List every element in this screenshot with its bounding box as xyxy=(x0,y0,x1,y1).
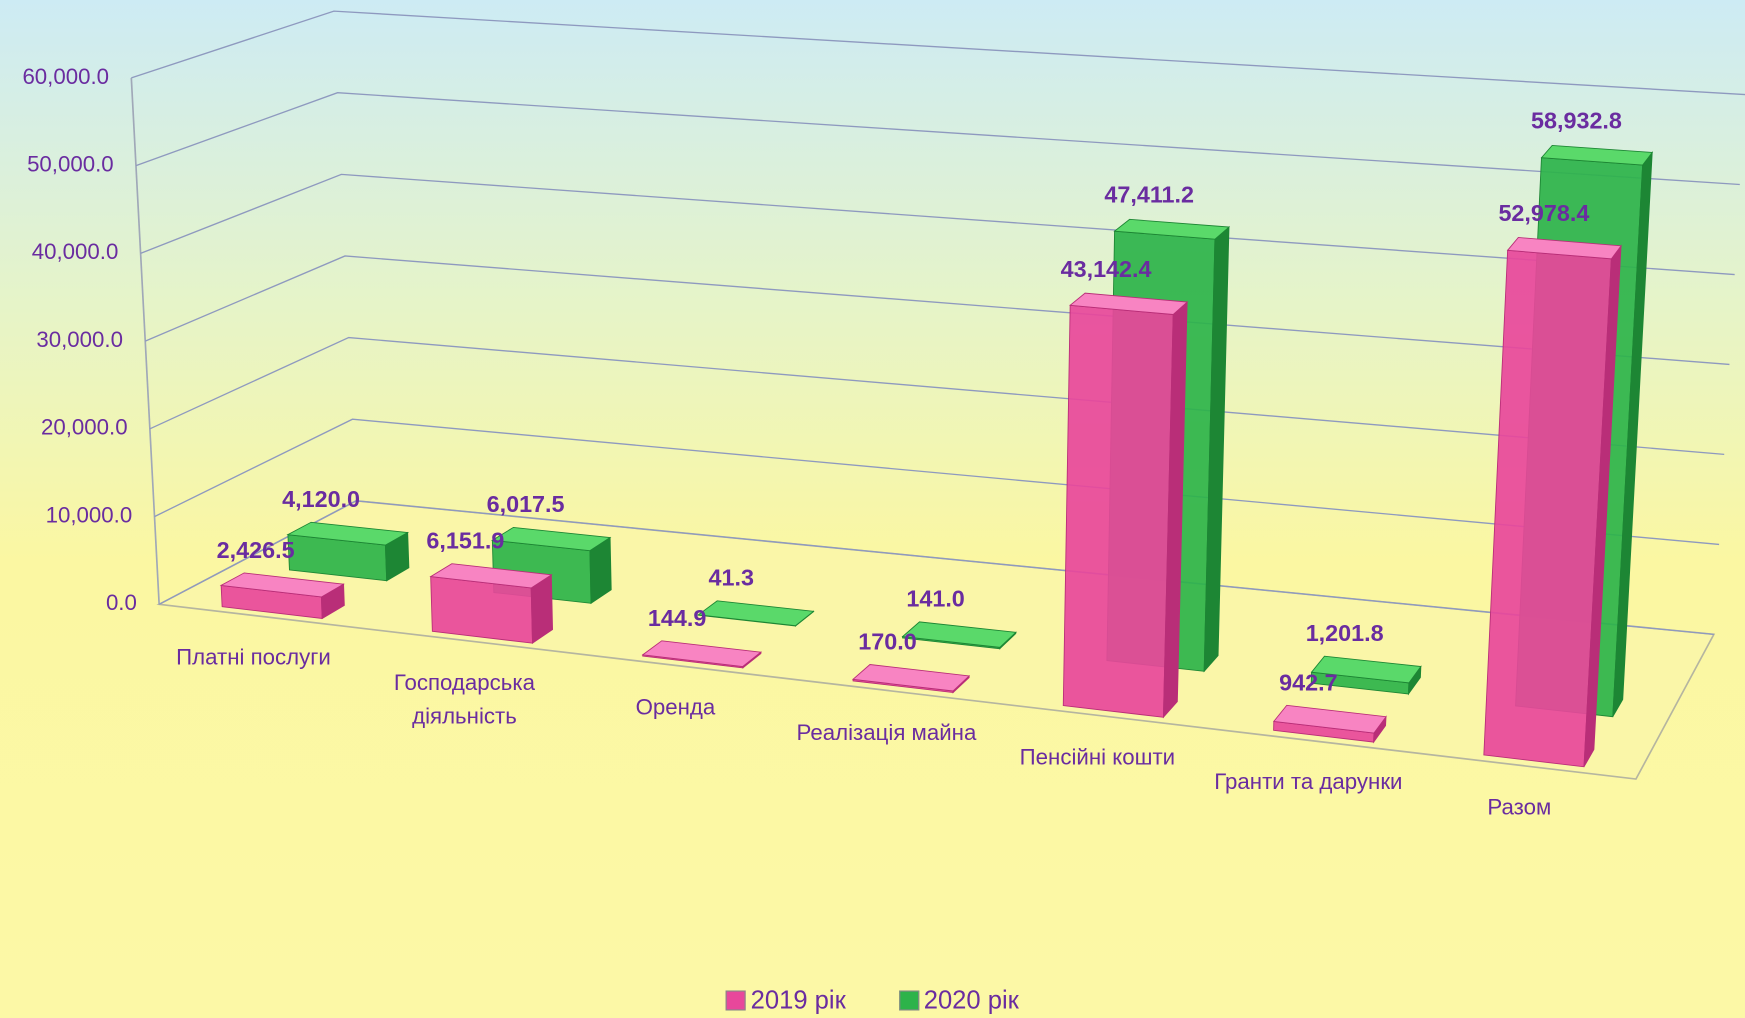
y-tick-label: 10,000.0 xyxy=(46,502,133,527)
bar xyxy=(697,600,815,627)
legend: 2019 рік 2020 рік xyxy=(0,985,1745,1015)
grid-line xyxy=(135,92,1740,186)
value-label: 4,120.0 xyxy=(282,486,360,512)
bar-top xyxy=(1506,237,1622,260)
value-label: 2,426.5 xyxy=(217,537,295,563)
y-tick-label: 30,000.0 xyxy=(36,327,123,352)
bar-front xyxy=(1062,304,1174,718)
bar-top xyxy=(429,563,553,589)
value-label: 170.0 xyxy=(858,629,916,655)
legend-item: 2019 рік xyxy=(726,985,846,1015)
legend-swatch xyxy=(726,989,747,1010)
y-tick-label: 60,000.0 xyxy=(22,64,109,89)
x-tick-label: Платні послуги xyxy=(176,645,331,671)
x-tick-label: Господарська діяльність xyxy=(393,670,536,729)
bar-top xyxy=(490,526,612,552)
y-tick-label: 0.0 xyxy=(106,590,137,615)
bar xyxy=(219,572,345,620)
legend-label: 2020 рік xyxy=(923,984,1019,1014)
x-tick-label: Оренда xyxy=(635,695,716,721)
bar-top xyxy=(1113,218,1231,240)
x-tick-label: Гранти та дарунки xyxy=(1214,770,1403,795)
x-tick-label: Пенсійні кошти xyxy=(1019,745,1176,771)
y-tick-label: 20,000.0 xyxy=(41,415,128,440)
y-tick-label: 50,000.0 xyxy=(27,152,114,177)
y-tick-label: 40,000.0 xyxy=(32,239,119,264)
x-tick-label: Реалізація майна xyxy=(796,720,977,746)
value-label: 6,151.9 xyxy=(426,528,504,554)
bar-top xyxy=(901,621,1017,648)
value-label: 1,201.8 xyxy=(1306,620,1384,646)
bar xyxy=(1310,655,1422,696)
grid-line xyxy=(131,10,1745,96)
value-label: 43,142.4 xyxy=(1061,256,1152,282)
grid-line xyxy=(144,255,1730,366)
value-label: 6,017.5 xyxy=(487,491,565,517)
bar-top xyxy=(697,600,815,627)
bar xyxy=(851,664,971,694)
value-label: 47,411.2 xyxy=(1104,182,1194,208)
bar xyxy=(1272,704,1387,744)
legend-swatch xyxy=(899,989,920,1010)
bar xyxy=(429,563,554,644)
value-label: 41.3 xyxy=(708,565,753,591)
bar-top xyxy=(1272,704,1387,734)
grid-line xyxy=(154,418,1720,546)
value-label: 141.0 xyxy=(906,586,964,612)
bar xyxy=(641,640,763,669)
value-label: 144.9 xyxy=(648,605,706,631)
x-tick-label: Разом xyxy=(1487,795,1552,820)
bar xyxy=(1062,292,1189,719)
bar-top xyxy=(1069,292,1189,315)
value-label: 58,932.8 xyxy=(1531,107,1622,133)
legend-item: 2020 рік xyxy=(899,985,1019,1015)
grid-line xyxy=(158,500,1714,636)
value-label: 942.7 xyxy=(1279,669,1337,695)
bar-top xyxy=(219,572,345,598)
legend-label: 2019 рік xyxy=(750,984,846,1014)
grid-line xyxy=(149,336,1725,456)
bar xyxy=(1483,237,1622,768)
bar-top xyxy=(1540,144,1654,166)
bar-top xyxy=(1310,655,1422,684)
bar xyxy=(901,621,1017,650)
grid-line xyxy=(140,173,1735,276)
bar-top xyxy=(641,640,763,667)
bar xyxy=(286,521,410,582)
bar-top xyxy=(286,521,410,546)
value-label: 52,978.4 xyxy=(1498,200,1589,226)
bar-top xyxy=(851,664,971,692)
